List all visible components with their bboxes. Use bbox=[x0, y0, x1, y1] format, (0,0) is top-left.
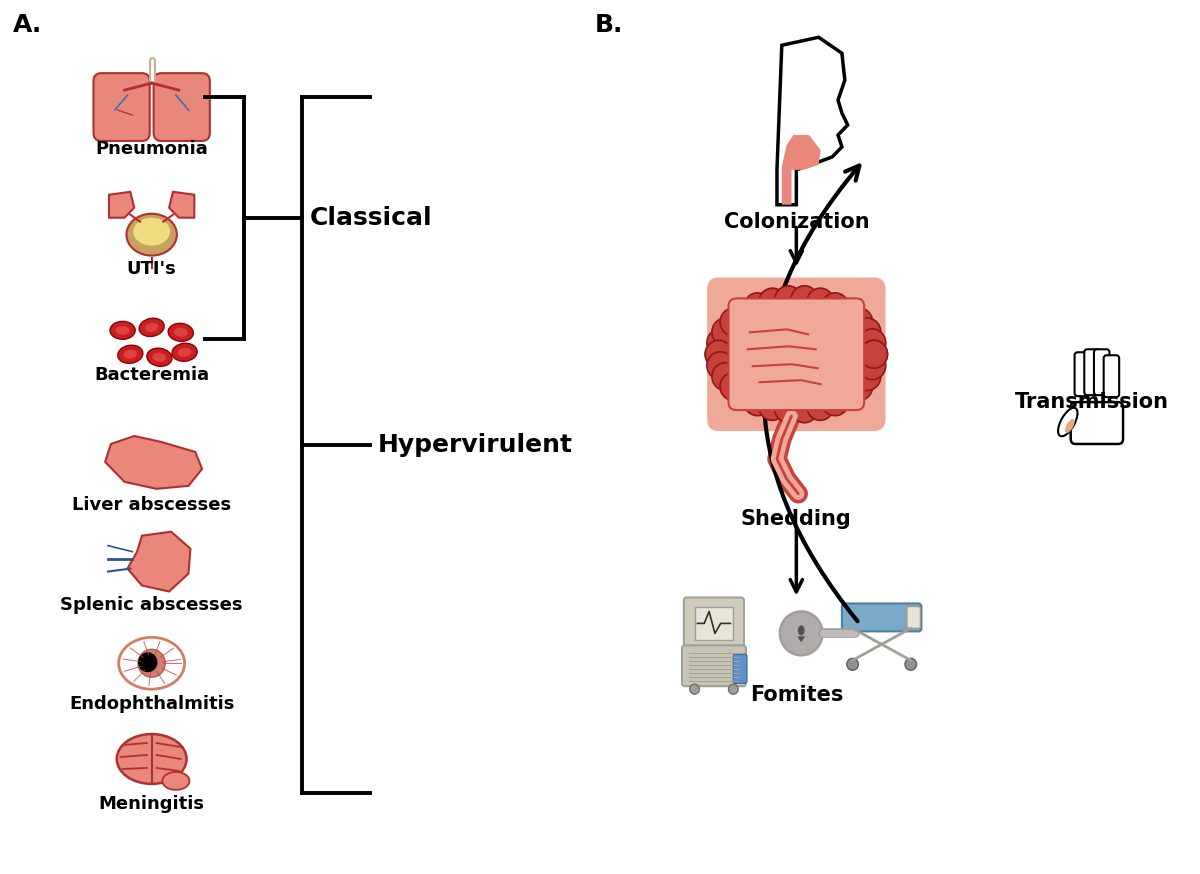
Circle shape bbox=[853, 363, 881, 391]
Circle shape bbox=[706, 340, 732, 368]
Circle shape bbox=[744, 388, 772, 416]
Text: Liver abscesses: Liver abscesses bbox=[72, 496, 232, 514]
FancyBboxPatch shape bbox=[1094, 350, 1110, 395]
Circle shape bbox=[822, 388, 848, 416]
FancyBboxPatch shape bbox=[728, 298, 864, 410]
FancyBboxPatch shape bbox=[1074, 352, 1090, 396]
Text: Classical: Classical bbox=[310, 206, 432, 230]
Ellipse shape bbox=[174, 328, 187, 336]
FancyBboxPatch shape bbox=[94, 73, 150, 141]
Circle shape bbox=[835, 300, 862, 328]
Circle shape bbox=[860, 340, 888, 368]
Circle shape bbox=[835, 381, 862, 409]
FancyBboxPatch shape bbox=[1104, 355, 1120, 397]
Ellipse shape bbox=[118, 345, 143, 364]
Circle shape bbox=[138, 649, 166, 677]
Polygon shape bbox=[127, 531, 191, 592]
Text: Pneumonia: Pneumonia bbox=[95, 140, 208, 158]
Ellipse shape bbox=[110, 322, 136, 339]
FancyBboxPatch shape bbox=[154, 73, 210, 141]
Text: B.: B. bbox=[595, 13, 623, 38]
FancyBboxPatch shape bbox=[1070, 402, 1123, 444]
Ellipse shape bbox=[119, 637, 185, 690]
Circle shape bbox=[846, 372, 872, 400]
Ellipse shape bbox=[124, 350, 137, 359]
Ellipse shape bbox=[162, 772, 190, 790]
Text: Splenic abscesses: Splenic abscesses bbox=[60, 596, 242, 614]
Circle shape bbox=[822, 293, 848, 321]
Circle shape bbox=[731, 300, 758, 328]
Circle shape bbox=[859, 351, 886, 379]
Circle shape bbox=[758, 392, 786, 420]
Ellipse shape bbox=[115, 326, 130, 335]
Polygon shape bbox=[169, 191, 194, 218]
Ellipse shape bbox=[1058, 408, 1078, 436]
Ellipse shape bbox=[145, 323, 158, 332]
FancyBboxPatch shape bbox=[733, 655, 746, 683]
Circle shape bbox=[853, 318, 881, 346]
Polygon shape bbox=[782, 135, 821, 205]
Ellipse shape bbox=[139, 318, 164, 336]
Circle shape bbox=[720, 372, 748, 400]
Circle shape bbox=[712, 318, 739, 346]
Circle shape bbox=[138, 652, 157, 672]
Text: Colonization: Colonization bbox=[724, 212, 869, 232]
Circle shape bbox=[707, 351, 734, 379]
FancyBboxPatch shape bbox=[1085, 350, 1099, 395]
Ellipse shape bbox=[172, 343, 197, 361]
Circle shape bbox=[728, 684, 738, 694]
Text: Endophthalmitis: Endophthalmitis bbox=[68, 695, 234, 713]
Text: Meningitis: Meningitis bbox=[98, 794, 205, 813]
Circle shape bbox=[791, 286, 818, 314]
Ellipse shape bbox=[116, 734, 186, 784]
Text: UTI's: UTI's bbox=[127, 260, 176, 278]
Ellipse shape bbox=[168, 323, 193, 342]
Polygon shape bbox=[797, 636, 805, 642]
Circle shape bbox=[707, 329, 734, 357]
FancyBboxPatch shape bbox=[682, 645, 746, 686]
Ellipse shape bbox=[178, 348, 191, 357]
Polygon shape bbox=[106, 436, 202, 489]
Circle shape bbox=[706, 340, 732, 368]
Circle shape bbox=[780, 612, 822, 656]
Ellipse shape bbox=[133, 218, 170, 246]
Ellipse shape bbox=[146, 348, 172, 366]
FancyBboxPatch shape bbox=[684, 598, 744, 651]
Circle shape bbox=[775, 395, 802, 423]
Circle shape bbox=[806, 288, 834, 316]
Circle shape bbox=[905, 658, 917, 670]
Text: Transmission: Transmission bbox=[1014, 392, 1169, 413]
Circle shape bbox=[731, 381, 758, 409]
FancyBboxPatch shape bbox=[707, 278, 886, 431]
Circle shape bbox=[744, 293, 772, 321]
Ellipse shape bbox=[798, 626, 804, 635]
Circle shape bbox=[806, 392, 834, 420]
Circle shape bbox=[847, 658, 858, 670]
Circle shape bbox=[860, 340, 888, 368]
Circle shape bbox=[758, 288, 786, 316]
Ellipse shape bbox=[1064, 419, 1074, 434]
Polygon shape bbox=[109, 191, 134, 218]
Text: A.: A. bbox=[13, 13, 42, 38]
FancyBboxPatch shape bbox=[842, 603, 922, 631]
Circle shape bbox=[775, 286, 802, 314]
Text: Bacteremia: Bacteremia bbox=[94, 366, 209, 385]
Circle shape bbox=[846, 308, 872, 336]
Ellipse shape bbox=[126, 214, 176, 255]
Circle shape bbox=[859, 329, 886, 357]
Circle shape bbox=[720, 308, 748, 336]
Text: Hypervirulent: Hypervirulent bbox=[378, 433, 572, 457]
FancyBboxPatch shape bbox=[907, 607, 920, 628]
Bar bbox=[695, 607, 733, 641]
Text: Fomites: Fomites bbox=[750, 685, 844, 705]
Circle shape bbox=[791, 395, 818, 423]
Ellipse shape bbox=[152, 353, 166, 362]
Circle shape bbox=[690, 684, 700, 694]
Circle shape bbox=[712, 363, 739, 391]
Text: Shedding: Shedding bbox=[740, 509, 852, 529]
